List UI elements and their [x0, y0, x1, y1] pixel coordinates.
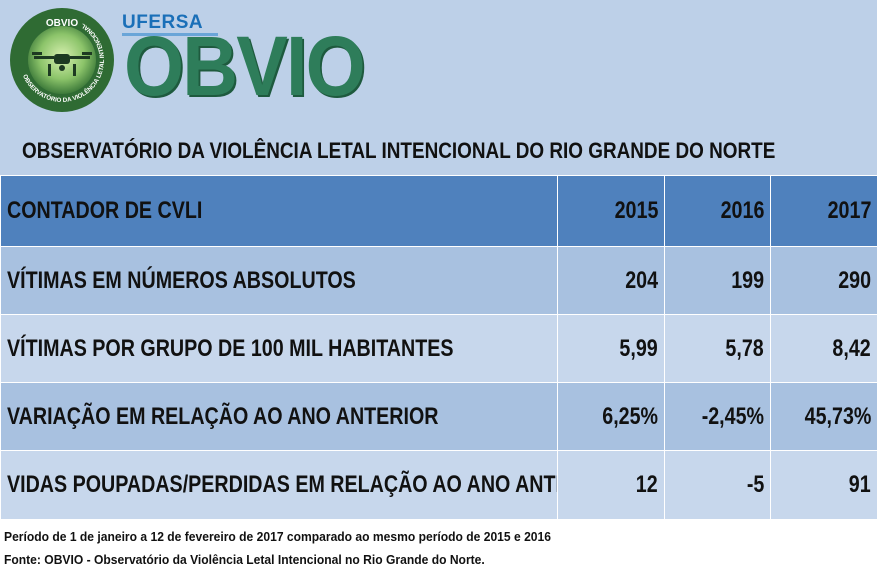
- cell-2015: 204: [557, 246, 665, 315]
- table-row: VÍTIMAS POR GRUPO DE 100 MIL HABITANTES …: [0, 314, 877, 383]
- cell-2015: 5,99: [557, 314, 665, 383]
- period-note: Período de 1 de janeiro a 12 de fevereir…: [4, 529, 551, 544]
- cell-2017: 290: [770, 246, 877, 315]
- cell-2017: 8,42: [770, 314, 877, 383]
- cell-2016: -5: [664, 450, 771, 520]
- row-label: VÍTIMAS EM NÚMEROS ABSOLUTOS: [0, 246, 558, 315]
- row-label: VARIAÇÃO EM RELAÇÃO AO ANO ANTERIOR: [0, 382, 558, 451]
- ufersa-underline: [122, 33, 218, 36]
- obvio-wordmark: OBVIO: [124, 19, 366, 113]
- column-header-label: CONTADOR DE CVLI: [0, 175, 558, 247]
- row-label: VIDAS POUPADAS/PERDIDAS EM RELAÇÃO AO AN…: [0, 450, 558, 520]
- cell-2015: 6,25%: [557, 382, 665, 451]
- cell-2016: 5,78: [664, 314, 771, 383]
- obvio-seal-logo: OBVIO OBSERVATÓRIO DA VIOLÊNCIA LETAL IN…: [10, 8, 114, 112]
- cell-2016: -2,45%: [664, 382, 771, 451]
- source-note: Fonte: OBVIO - Observatório da Violência…: [4, 552, 485, 567]
- ufersa-logo: UFERSA: [122, 12, 204, 33]
- table-row: VARIAÇÃO EM RELAÇÃO AO ANO ANTERIOR 6,25…: [0, 382, 877, 451]
- cell-2017: 91: [770, 450, 877, 520]
- header-banner: OBVIO OBSERVATÓRIO DA VIOLÊNCIA LETAL IN…: [0, 0, 877, 175]
- column-header-2015: 2015: [557, 175, 665, 247]
- row-label: VÍTIMAS POR GRUPO DE 100 MIL HABITANTES: [0, 314, 558, 383]
- table-row: VÍTIMAS EM NÚMEROS ABSOLUTOS 204 199 290: [0, 246, 877, 315]
- column-header-2016: 2016: [664, 175, 771, 247]
- cell-2017: 45,73%: [770, 382, 877, 451]
- column-header-2017: 2017: [770, 175, 877, 247]
- table-row: VIDAS POUPADAS/PERDIDAS EM RELAÇÃO AO AN…: [0, 450, 877, 520]
- cell-2015: 12: [557, 450, 665, 520]
- table-header-row: CONTADOR DE CVLI 2015 2016 2017: [0, 175, 877, 247]
- cvli-table: CONTADOR DE CVLI 2015 2016 2017 VÍTIMAS …: [0, 175, 877, 520]
- cell-2016: 199: [664, 246, 771, 315]
- svg-text:OBVIO: OBVIO: [46, 18, 78, 29]
- page-title: OBSERVATÓRIO DA VIOLÊNCIA LETAL INTENCIO…: [22, 138, 776, 163]
